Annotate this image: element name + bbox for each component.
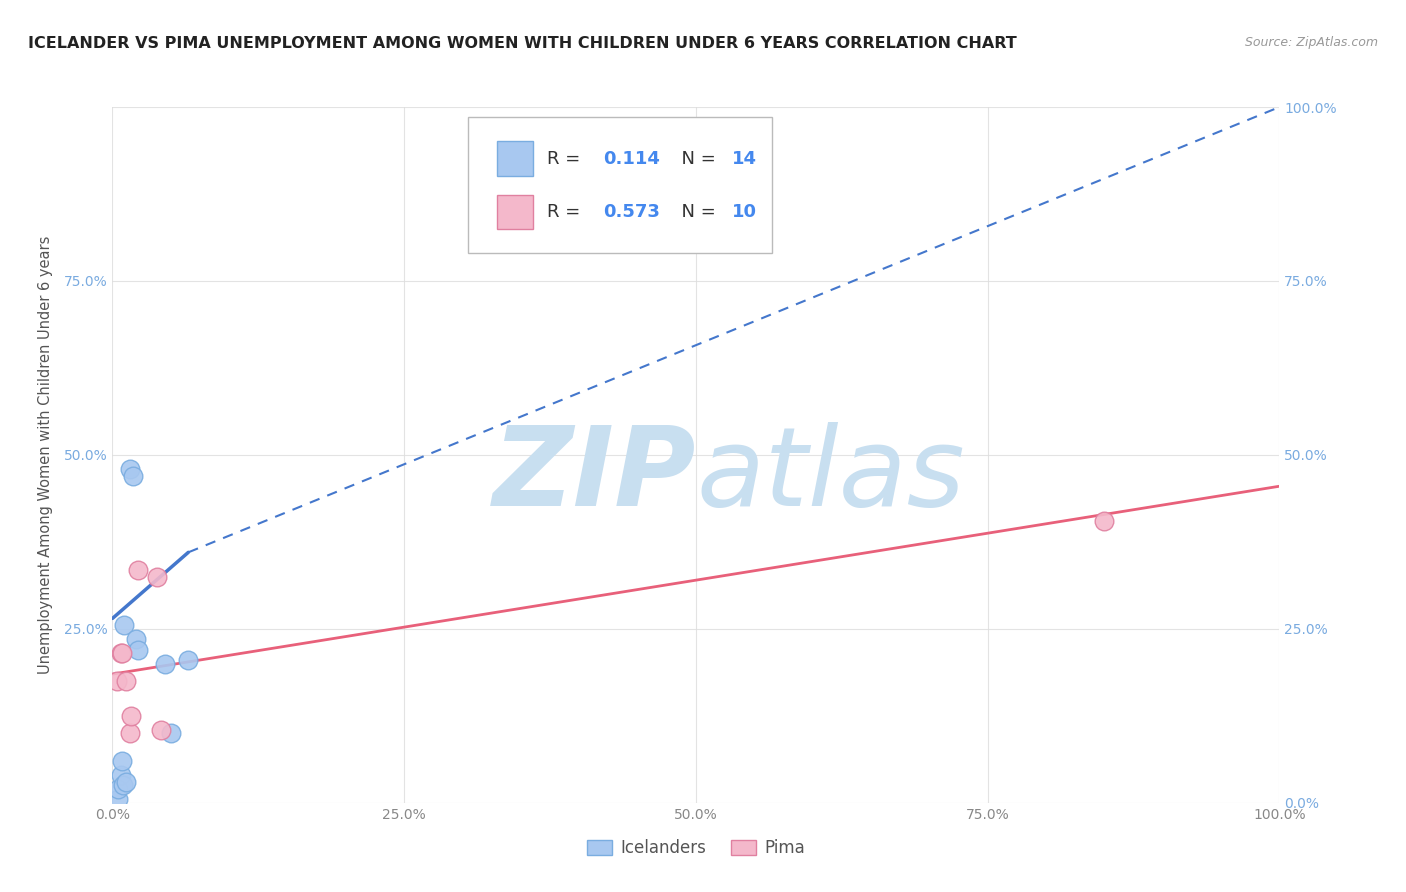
Point	[127, 642, 149, 657]
Point	[122, 468, 145, 483]
Text: 0.573: 0.573	[603, 203, 661, 221]
Point	[160, 726, 183, 740]
Point	[107, 792, 129, 806]
Y-axis label: Unemployment Among Women with Children Under 6 years: Unemployment Among Women with Children U…	[38, 235, 53, 674]
Point	[125, 632, 148, 647]
Point	[115, 775, 138, 789]
Point	[111, 754, 134, 768]
Text: 0.114: 0.114	[603, 150, 661, 168]
Point	[153, 657, 176, 671]
Text: R =: R =	[547, 203, 586, 221]
Text: 14: 14	[731, 150, 756, 168]
FancyBboxPatch shape	[496, 195, 533, 229]
Text: 10: 10	[731, 203, 756, 221]
Point	[118, 462, 141, 476]
Point	[107, 781, 129, 796]
Text: ICELANDER VS PIMA UNEMPLOYMENT AMONG WOMEN WITH CHILDREN UNDER 6 YEARS CORRELATI: ICELANDER VS PIMA UNEMPLOYMENT AMONG WOM…	[28, 36, 1017, 51]
Point	[120, 708, 142, 723]
Point	[111, 778, 134, 793]
Point	[127, 563, 149, 577]
Text: ZIP: ZIP	[492, 422, 696, 529]
FancyBboxPatch shape	[468, 118, 772, 253]
Point	[115, 674, 138, 689]
Legend: Icelanders, Pima: Icelanders, Pima	[581, 833, 811, 864]
Point	[110, 768, 132, 782]
Point	[118, 726, 141, 740]
Text: R =: R =	[547, 150, 586, 168]
Point	[150, 723, 173, 737]
Point	[105, 674, 128, 689]
Point	[177, 653, 200, 667]
Text: N =: N =	[669, 150, 721, 168]
Text: N =: N =	[669, 203, 721, 221]
Text: atlas: atlas	[696, 422, 965, 529]
Point	[112, 618, 135, 632]
Point	[110, 646, 132, 660]
Point	[1094, 514, 1116, 528]
Point	[111, 646, 134, 660]
Point	[146, 570, 169, 584]
Text: Source: ZipAtlas.com: Source: ZipAtlas.com	[1244, 36, 1378, 49]
FancyBboxPatch shape	[496, 142, 533, 176]
